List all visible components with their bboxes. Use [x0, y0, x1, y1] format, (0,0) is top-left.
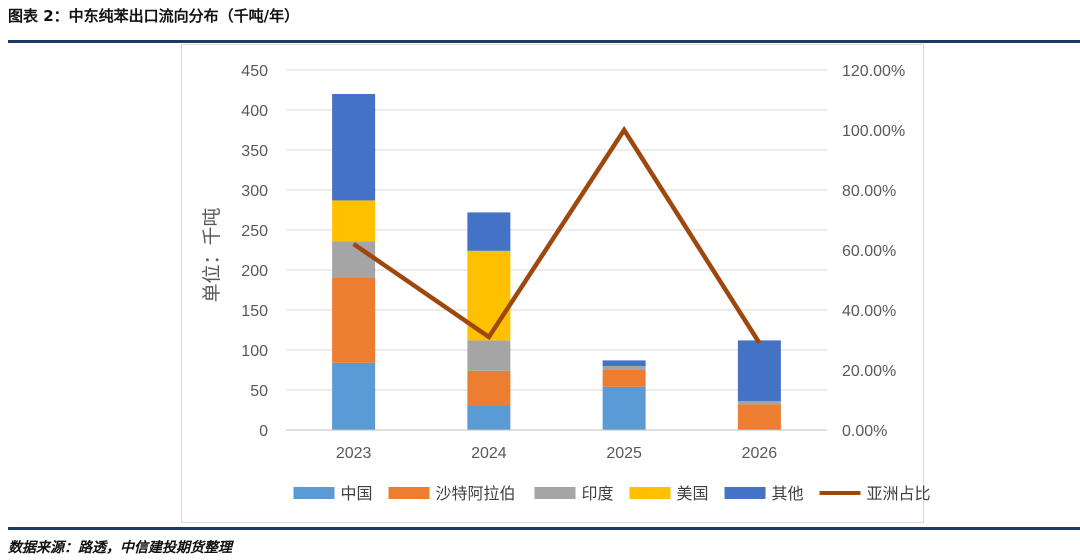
- bars: [332, 94, 781, 430]
- legend-label: 印度: [582, 484, 614, 503]
- x-tick-label: 2024: [471, 445, 507, 462]
- bar-2026-沙特阿拉伯: [737, 404, 781, 430]
- source-note: 数据来源：路透，中信建投期货整理: [8, 540, 232, 556]
- bar-2026-其他: [737, 340, 781, 402]
- y2-tick-label: 80.00%: [842, 183, 896, 200]
- bar-2023-中国: [332, 362, 376, 430]
- bar-2024-其他: [467, 212, 511, 251]
- bottom-rule: [8, 527, 1080, 530]
- legend-item-中国: 中国: [293, 484, 373, 503]
- legend: 中国 沙特阿拉伯 印度 美国 其他 亚洲占比: [293, 484, 931, 503]
- legend-label: 其他: [772, 484, 804, 503]
- bar-2025-印度: [602, 366, 646, 370]
- bar-2023-沙特阿拉伯: [332, 278, 376, 363]
- y-tick-label: 250: [241, 223, 268, 240]
- y-tick-label: 50: [250, 383, 268, 400]
- y-tick-label: 450: [241, 63, 268, 80]
- y-tick-label: 200: [241, 263, 268, 280]
- y-tick-label: 400: [241, 103, 268, 120]
- line-series: [352, 125, 762, 345]
- y2-tick-label: 120.00%: [842, 63, 905, 80]
- legend-swatch: [534, 487, 576, 499]
- y-tick-label: 150: [241, 303, 268, 320]
- bar-2023-印度: [332, 241, 376, 278]
- chart-frame: [181, 44, 924, 523]
- legend-item-印度: 印度: [534, 484, 614, 503]
- legend-swatch: [724, 487, 766, 499]
- y-axis-ticks: 0 50 100 150 200 250 300 350 400 450: [241, 63, 268, 440]
- legend-label: 沙特阿拉伯: [436, 484, 516, 503]
- bar-2023-美国: [332, 200, 376, 242]
- bar-2023-其他: [332, 94, 376, 201]
- legend-item-其他: 其他: [724, 484, 804, 503]
- legend-item-亚洲占比: 亚洲占比: [819, 484, 931, 503]
- bar-2024-印度: [467, 340, 511, 371]
- legend-label: 美国: [677, 484, 709, 503]
- bar-2025-其他: [602, 360, 646, 366]
- grid-lines: [286, 69, 827, 431]
- y-tick-label: 300: [241, 183, 268, 200]
- x-axis: 2023 2024 2025 2026: [286, 429, 827, 462]
- y2-axis-ticks: 0.00% 20.00% 40.00% 60.00% 80.00% 100.00% 120.…: [842, 63, 905, 440]
- figure-title: 图表 2：中东纯苯出口流向分布（千吨/年）: [8, 7, 300, 25]
- y2-tick-label: 0.00%: [842, 423, 887, 440]
- legend-swatch: [629, 487, 671, 499]
- line-亚洲占比: [352, 125, 762, 345]
- legend-swatch: [293, 487, 335, 499]
- legend-item-沙特阿拉伯: 沙特阿拉伯: [388, 484, 516, 503]
- bar-2024-中国: [467, 406, 511, 430]
- legend-label: 亚洲占比: [867, 484, 931, 503]
- top-rule: [8, 40, 1080, 43]
- x-tick-label: 2026: [742, 445, 778, 462]
- x-tick-label: 2023: [336, 445, 372, 462]
- legend-label: 中国: [341, 484, 373, 503]
- legend-item-美国: 美国: [629, 484, 709, 503]
- y2-tick-label: 60.00%: [842, 243, 896, 260]
- bar-2025-沙特阿拉伯: [602, 370, 646, 387]
- bar-2026-印度: [737, 401, 781, 405]
- legend-swatch: [388, 487, 430, 499]
- y2-tick-label: 20.00%: [842, 363, 896, 380]
- y-tick-label: 0: [259, 423, 268, 440]
- y-tick-label: 100: [241, 343, 268, 360]
- y-axis-label: 单位：千吨: [201, 207, 223, 302]
- x-tick-label: 2025: [606, 445, 642, 462]
- y2-tick-label: 40.00%: [842, 303, 896, 320]
- bar-2024-沙特阿拉伯: [467, 370, 511, 406]
- bar-2025-中国: [602, 386, 646, 430]
- y2-tick-label: 100.00%: [842, 123, 905, 140]
- y-tick-label: 350: [241, 143, 268, 160]
